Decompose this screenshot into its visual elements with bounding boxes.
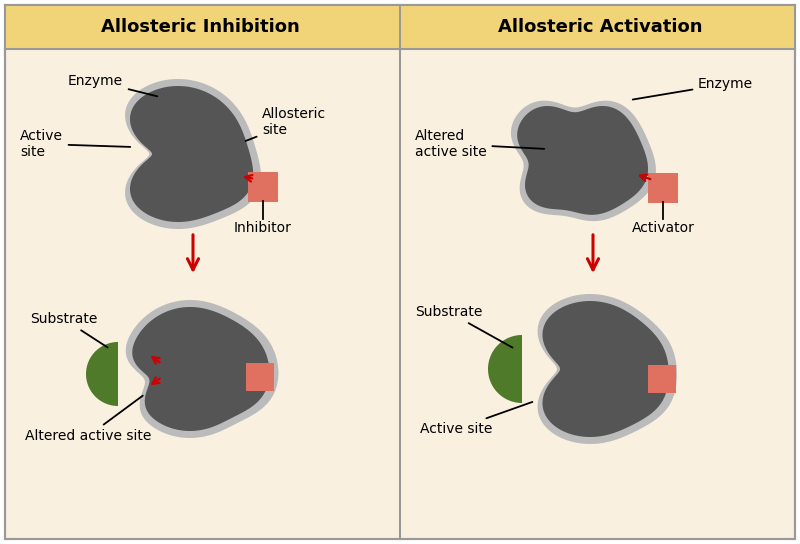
Polygon shape (130, 86, 254, 222)
Polygon shape (538, 294, 677, 444)
FancyBboxPatch shape (5, 5, 795, 539)
FancyBboxPatch shape (248, 172, 278, 202)
Text: Allosteric Inhibition: Allosteric Inhibition (101, 18, 299, 36)
Polygon shape (125, 79, 261, 229)
Polygon shape (517, 106, 648, 215)
Text: Active
site: Active site (20, 129, 130, 159)
Polygon shape (86, 342, 118, 406)
FancyBboxPatch shape (648, 365, 676, 393)
Polygon shape (542, 301, 669, 437)
Text: Enzyme: Enzyme (68, 74, 158, 96)
Polygon shape (126, 300, 278, 438)
Text: Allosteric
site: Allosteric site (246, 107, 326, 141)
Text: Activator: Activator (631, 221, 694, 235)
FancyBboxPatch shape (5, 5, 795, 49)
Text: Active site: Active site (420, 402, 532, 436)
Text: Inhibitor: Inhibitor (234, 221, 292, 235)
Polygon shape (511, 101, 656, 221)
Text: Enzyme: Enzyme (633, 77, 753, 100)
Polygon shape (132, 307, 270, 431)
Text: Altered
active site: Altered active site (415, 129, 544, 159)
Text: Substrate: Substrate (415, 305, 513, 348)
Text: Substrate: Substrate (30, 312, 108, 348)
FancyBboxPatch shape (648, 173, 678, 203)
Text: Altered active site: Altered active site (25, 395, 151, 443)
Text: Allosteric Activation: Allosteric Activation (498, 18, 702, 36)
Polygon shape (488, 335, 522, 403)
FancyBboxPatch shape (246, 363, 274, 391)
